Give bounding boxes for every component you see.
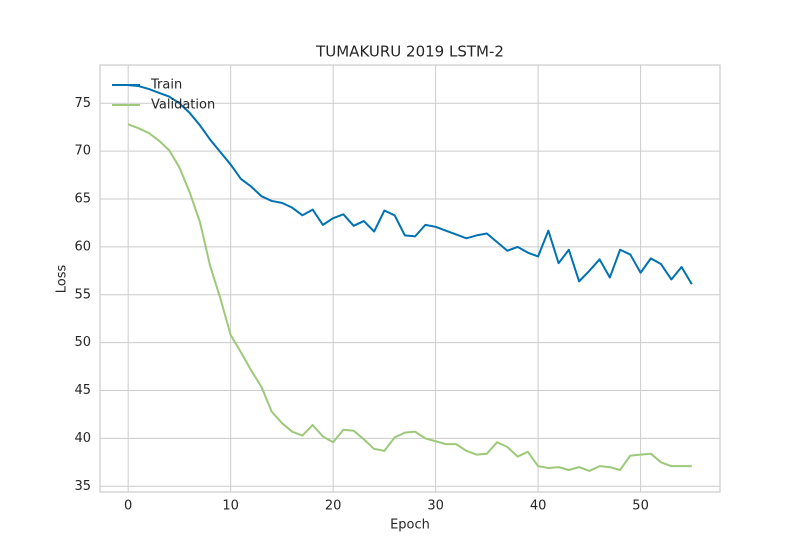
chart-title: TUMAKURU 2019 LSTM-2	[315, 43, 504, 61]
y-tick-label: 75	[74, 96, 91, 111]
y-tick-label: 35	[74, 479, 91, 494]
line-series	[127, 123, 692, 472]
y-tick-label: 40	[74, 431, 91, 446]
legend: Train Validation	[112, 78, 215, 113]
x-tick-label: 50	[632, 499, 649, 514]
legend-label: Validation	[151, 98, 215, 113]
y-tick-label: 65	[74, 192, 91, 207]
x-tick-label: 10	[222, 499, 239, 514]
y-tick-label: 60	[74, 239, 91, 254]
legend-label: Train	[150, 78, 182, 93]
grid	[100, 65, 720, 492]
x-tick-label: 0	[124, 499, 132, 514]
y-axis-label: Loss	[55, 265, 70, 294]
y-tick-label: 55	[74, 287, 91, 302]
x-axis-label: Epoch	[390, 518, 430, 533]
y-tick-label: 70	[74, 144, 91, 159]
y-tick-label: 45	[74, 383, 91, 398]
x-tick-label: 30	[427, 499, 444, 514]
plot-frame	[99, 64, 721, 493]
line-series	[128, 84, 693, 285]
y-tick-label: 50	[74, 335, 91, 350]
lines	[127, 84, 693, 472]
x-tick-label: 40	[530, 499, 547, 514]
x-tick-label: 20	[325, 499, 342, 514]
